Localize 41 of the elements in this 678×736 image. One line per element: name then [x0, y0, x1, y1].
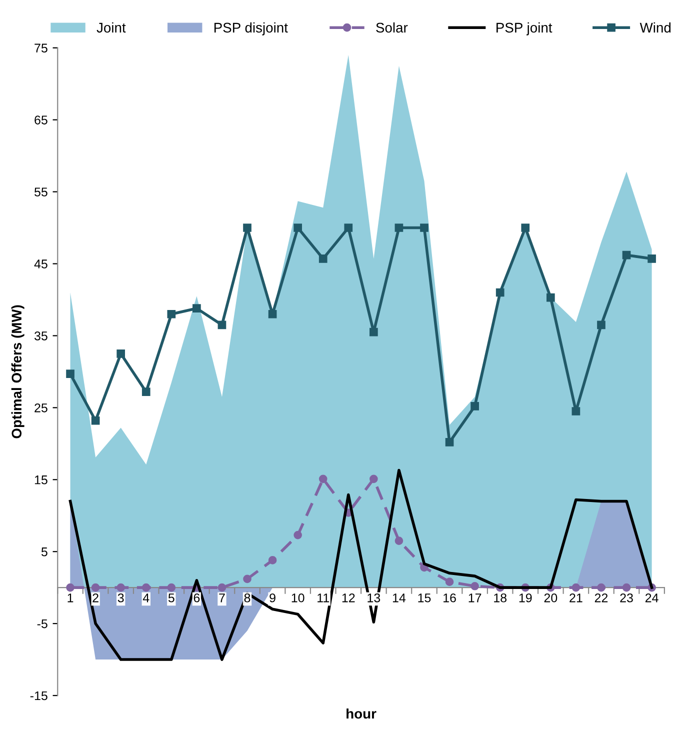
y-tick-label: -5 — [37, 619, 48, 628]
x-tick-label: 10 — [292, 593, 304, 602]
x-tick-label: 8 — [244, 593, 250, 602]
y-tick-label: 55 — [34, 188, 48, 196]
legend-label: Solar — [376, 22, 408, 33]
x-axis-title: hour — [346, 708, 376, 719]
legend-label: PSP disjoint — [214, 22, 288, 36]
x-tick-label: 2 — [92, 593, 98, 602]
y-tick-label: 45 — [34, 260, 48, 268]
x-tick-label: 22 — [594, 593, 608, 602]
x-tick-label: 1 — [68, 594, 74, 602]
legend-label: Joint — [96, 22, 126, 33]
legend-label: Wind — [640, 22, 671, 33]
x-tick-label: 14 — [392, 594, 406, 602]
y-tick-label: 15 — [34, 476, 48, 484]
y-tick-label: 25 — [34, 403, 48, 412]
y-tick-label: 35 — [34, 332, 48, 340]
x-tick-label: 9 — [270, 593, 276, 602]
x-tick-label: 21 — [570, 593, 582, 602]
y-tick-label: -15 — [30, 691, 48, 700]
y-tick-label: 65 — [34, 116, 48, 124]
x-tick-label: 6 — [194, 593, 200, 602]
x-tick-label: 18 — [494, 593, 507, 602]
x-tick-label: 12 — [342, 593, 355, 602]
x-tick-label: 23 — [620, 593, 633, 602]
x-tick-label: 13 — [368, 593, 380, 602]
x-tick-label: 15 — [418, 594, 431, 602]
legend-label: PSP joint — [496, 22, 552, 36]
x-tick-label: 11 — [318, 594, 329, 602]
y-tick-label: 5 — [41, 548, 48, 556]
x-tick-label: 17 — [468, 594, 482, 602]
x-tick-label: 16 — [444, 593, 456, 602]
x-tick-label: 24 — [645, 593, 658, 602]
x-tick-label: 5 — [168, 594, 174, 602]
x-tick-label: 3 — [118, 593, 124, 602]
x-tick-label: 20 — [544, 593, 558, 602]
y-axis-title: Optimal Offers (MW) — [11, 305, 24, 438]
x-tick-label: 4 — [142, 594, 150, 602]
y-tick-label: 75 — [34, 44, 48, 52]
x-tick-label: 19 — [519, 593, 532, 602]
x-tick-label: 7 — [219, 594, 225, 602]
